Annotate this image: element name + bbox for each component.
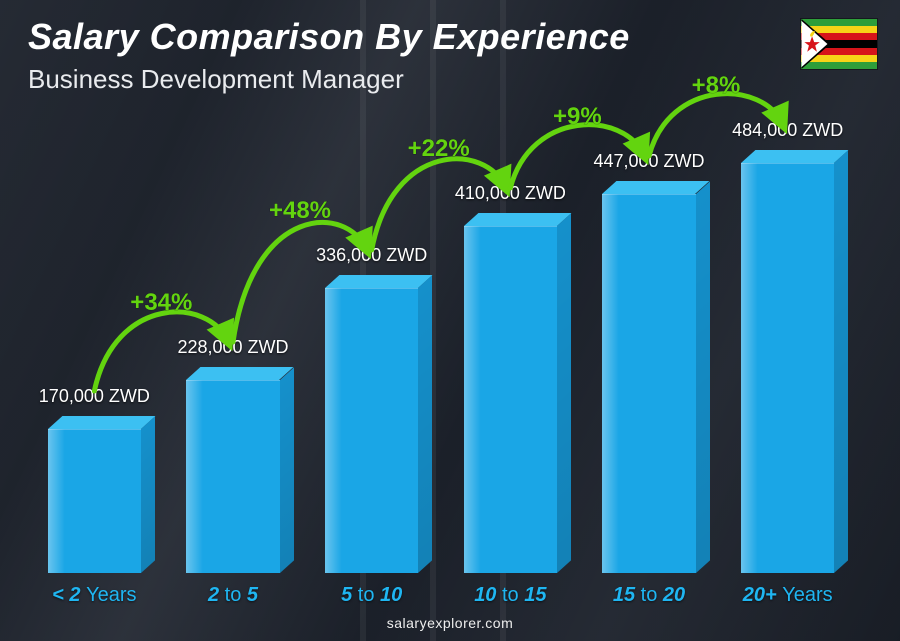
bar: 336,000 ZWD (325, 288, 418, 573)
bar-front-face (602, 194, 695, 573)
x-axis-label: 15 to 20 (595, 584, 704, 607)
bar-front-face (741, 163, 834, 573)
bar-slot: 336,000 ZWD (317, 133, 426, 573)
chart-title: Salary Comparison By Experience (28, 16, 800, 58)
bar-top-face (602, 181, 710, 194)
bar: 447,000 ZWD (602, 194, 695, 573)
bar: 170,000 ZWD (48, 429, 141, 573)
bar-slot: 484,000 ZWD (733, 133, 842, 573)
zimbabwe-flag-icon (800, 18, 878, 70)
bar-side-face (418, 275, 432, 573)
bar-value-label: 170,000 ZWD (39, 386, 150, 407)
x-axis-label: < 2 Years (40, 584, 149, 607)
bar-front-face (325, 288, 418, 573)
x-axis-label: 5 to 10 (317, 584, 426, 607)
bar-top-face (741, 150, 849, 163)
bar-side-face (141, 416, 155, 573)
x-axis-label: 2 to 5 (179, 584, 288, 607)
x-axis: < 2 Years 2 to 5 5 to 10 10 to 15 15 to 20 20… (40, 584, 842, 607)
bar-side-face (834, 150, 848, 573)
bar-slot: 410,000 ZWD (456, 133, 565, 573)
x-axis-label: 20+ Years (733, 584, 842, 607)
chart-subtitle: Business Development Manager (28, 64, 800, 95)
bar-slot: 170,000 ZWD (40, 133, 149, 573)
bar: 410,000 ZWD (464, 226, 557, 573)
bar-side-face (557, 213, 571, 573)
bar-front-face (48, 429, 141, 573)
bar-slot: 228,000 ZWD (179, 133, 288, 573)
bar-side-face (696, 181, 710, 573)
bar-slot: 447,000 ZWD (595, 133, 704, 573)
x-axis-label: 10 to 15 (456, 584, 565, 607)
bar-side-face (280, 367, 294, 573)
increase-percent-label: +9% (553, 103, 602, 130)
bar-top-face (464, 213, 572, 226)
bar-value-label: 336,000 ZWD (316, 245, 427, 266)
bar-front-face (464, 226, 557, 573)
title-block: Salary Comparison By Experience Business… (28, 16, 800, 95)
bar-top-face (186, 367, 294, 380)
bar-chart: 170,000 ZWD 228,000 ZWD 336,000 ZWD 410,… (40, 133, 842, 573)
chart-stage: Salary Comparison By Experience Business… (0, 0, 900, 641)
bar-top-face (48, 416, 156, 429)
bar-front-face (186, 380, 279, 573)
bar: 484,000 ZWD (741, 163, 834, 573)
flag-triangle-icon (801, 19, 877, 69)
bar-value-label: 228,000 ZWD (177, 337, 288, 358)
bar: 228,000 ZWD (186, 380, 279, 573)
bar-value-label: 410,000 ZWD (455, 183, 566, 204)
bar-top-face (325, 275, 433, 288)
bar-value-label: 447,000 ZWD (593, 151, 704, 172)
footer-credit: salaryexplorer.com (0, 615, 900, 631)
bar-value-label: 484,000 ZWD (732, 120, 843, 141)
